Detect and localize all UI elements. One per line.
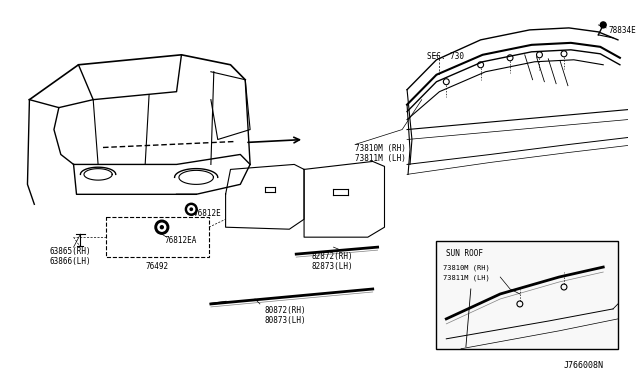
- Text: 73810M (RH): 73810M (RH): [444, 264, 490, 270]
- Circle shape: [155, 220, 169, 234]
- Text: 63865(RH): 63865(RH): [49, 247, 91, 256]
- Circle shape: [158, 223, 166, 231]
- Text: 73811M (LH): 73811M (LH): [444, 274, 490, 280]
- Text: 76492: 76492: [145, 262, 168, 271]
- Text: 80873(LH): 80873(LH): [265, 316, 307, 325]
- Bar: [106, 217, 209, 257]
- Text: 78834E: 78834E: [608, 26, 636, 35]
- Text: 73810M (RH): 73810M (RH): [355, 144, 406, 154]
- Circle shape: [190, 208, 193, 211]
- Text: 76812EA: 76812EA: [164, 236, 197, 245]
- Circle shape: [161, 226, 163, 229]
- Text: 80872(RH): 80872(RH): [265, 306, 307, 315]
- Text: 82872(RH): 82872(RH): [312, 252, 353, 261]
- Text: J766008N: J766008N: [564, 361, 604, 370]
- Text: SEC. 730: SEC. 730: [427, 52, 463, 61]
- Text: 82873(LH): 82873(LH): [312, 262, 353, 271]
- Circle shape: [600, 22, 606, 28]
- Text: SUN ROOF: SUN ROOF: [446, 249, 483, 258]
- Text: 76812E: 76812E: [193, 209, 221, 218]
- Circle shape: [186, 203, 197, 215]
- Bar: [436, 241, 618, 349]
- Circle shape: [188, 206, 195, 213]
- Text: 63866(LH): 63866(LH): [49, 257, 91, 266]
- Text: 73811M (LH): 73811M (LH): [355, 154, 406, 163]
